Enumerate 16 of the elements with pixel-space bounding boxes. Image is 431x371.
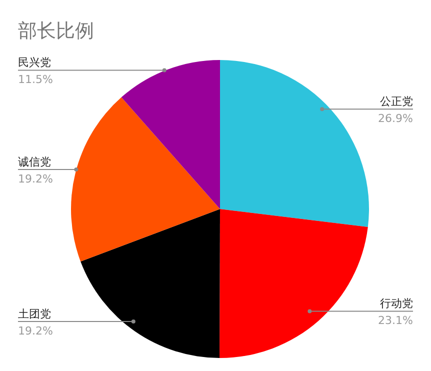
pie-slice [220,209,368,358]
data-label: 26.9% [378,112,413,126]
pie-slice [220,60,369,227]
slice-label: 民兴党 [18,56,51,70]
pie-slice [71,97,220,262]
data-label: 23.1% [378,314,413,328]
chart-title: 部长比例 [18,19,94,44]
data-label: 11.5% [18,73,53,86]
pie-slice [121,60,220,209]
slice-label: 诚信党 [18,155,51,168]
slice-label: 行动党 [380,297,413,310]
data-label: 19.2% [18,324,53,338]
slice-label: 土团党 [18,307,51,320]
data-label: 19.2% [18,172,53,186]
pie-slice [80,209,220,358]
slice-label: 公正党 [380,95,413,108]
